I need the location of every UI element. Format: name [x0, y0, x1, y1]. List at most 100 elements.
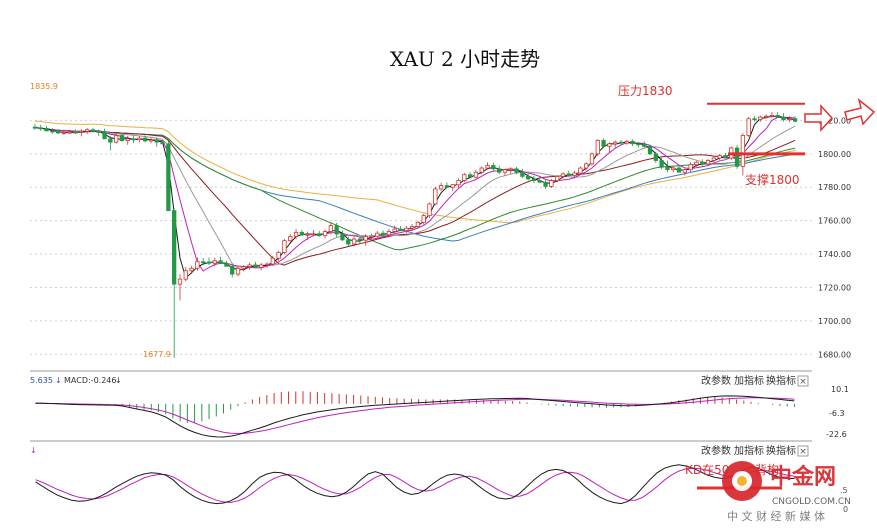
candle-body: [746, 118, 751, 136]
candle-body: [119, 135, 125, 142]
candle-body: [613, 141, 618, 145]
watermark-logo-center: [737, 476, 747, 486]
y-tick-label: 1800.00: [818, 150, 851, 159]
candle-body: [462, 174, 467, 181]
macd-close-icon: ×: [799, 377, 807, 387]
moving-average-lines: [34, 115, 796, 279]
candle-body: [380, 232, 386, 236]
candle-body: [653, 153, 658, 161]
candle-body: [154, 139, 159, 143]
watermark-brand: 中金网: [770, 464, 836, 490]
candle-body: [607, 143, 612, 147]
candle-body: [642, 144, 647, 147]
candle-body: [630, 140, 635, 145]
candle-body: [502, 169, 508, 173]
kd-switch-indicator-button[interactable]: 换指标: [766, 444, 796, 457]
grid-lines: [30, 119, 812, 355]
arrow-right-icon: [804, 104, 834, 132]
candle-body: [792, 118, 798, 122]
candle-body: [647, 145, 653, 155]
macd-indicator-text: MACD:-0.246: [64, 376, 116, 385]
candle-body: [763, 115, 769, 118]
candle-body: [578, 167, 583, 174]
macd-edit-params-button[interactable]: 改参数: [701, 374, 731, 387]
candle-body: [148, 139, 154, 142]
candle-body: [357, 238, 363, 241]
candle-body: [253, 264, 258, 268]
candle-body: [584, 163, 589, 169]
candle-body: [555, 175, 560, 181]
candle-body: [67, 131, 72, 134]
candle-body: [543, 181, 548, 187]
candle-body: [270, 257, 275, 265]
candle-body: [102, 131, 107, 140]
macd-dea-line: [35, 397, 795, 435]
macd-close-button[interactable]: [797, 375, 809, 387]
ma-line-green: [34, 127, 796, 251]
candle-body: [137, 137, 142, 141]
candle-body: [346, 239, 351, 245]
candle-body: [427, 203, 432, 217]
candle-body: [282, 240, 287, 253]
y-tick-label: 1680.00: [818, 350, 851, 359]
y-tick-label: 1820.00: [818, 116, 851, 125]
kd-arrow: ↓: [30, 446, 37, 455]
candle-body: [734, 147, 740, 167]
candle-body: [79, 131, 84, 133]
candle-body: [276, 251, 281, 259]
candle-body: [125, 138, 130, 142]
price-levels: [707, 102, 805, 156]
candle-body: [740, 135, 746, 167]
candle-body: [537, 180, 542, 183]
candle-body: [322, 231, 328, 237]
candle-body: [131, 138, 136, 141]
candle-body: [177, 278, 183, 285]
candle-body: [479, 167, 484, 173]
candle-body: [61, 132, 67, 134]
candle-body: [392, 228, 397, 232]
candle-body: [96, 131, 101, 133]
kd-edit-params-button[interactable]: 改参数: [701, 444, 731, 457]
candle-body: [752, 118, 757, 121]
candle-body: [438, 185, 444, 190]
candle-body: [717, 155, 722, 159]
candle-body: [711, 157, 716, 161]
ma-line-magenta: [34, 116, 796, 272]
candle-body: [566, 173, 571, 176]
macd-plot: [35, 391, 795, 438]
candle-body: [700, 161, 705, 165]
candle-body: [386, 231, 392, 236]
candle-body: [84, 129, 90, 132]
macd-switch-indicator-button[interactable]: 换指标: [766, 374, 796, 387]
kd-annotation-right: 背构: [755, 462, 779, 477]
candle-body: [369, 235, 374, 238]
watermark-domain: CNGOLD.COM.CN: [772, 497, 851, 507]
low-price-marker: 1677.9: [143, 350, 171, 359]
candle-body: [90, 129, 96, 132]
candle-body: [671, 167, 676, 171]
candle-body: [497, 168, 502, 173]
candle-body: [485, 165, 490, 169]
macd-add-indicator-button[interactable]: 加指标: [734, 374, 764, 387]
candle-body: [398, 228, 403, 232]
candle-body: [166, 143, 171, 212]
kd-add-indicator-button[interactable]: 加指标: [734, 444, 764, 457]
candle-body: [491, 165, 496, 170]
candle-body: [44, 128, 49, 132]
candle-body: [224, 263, 229, 267]
candle-body: [218, 260, 223, 264]
candle-body: [195, 261, 200, 269]
kd-close-button[interactable]: [797, 445, 809, 457]
candle-body: [334, 225, 339, 235]
candle-body: [201, 261, 206, 264]
candle-body: [421, 215, 426, 223]
candle-body: [311, 233, 316, 236]
candle-body: [189, 267, 194, 272]
candle-body: [351, 238, 357, 245]
candle-body: [241, 266, 246, 269]
candle-body: [467, 174, 473, 178]
candle-body: [572, 172, 577, 176]
candle-body: [172, 210, 177, 285]
candle-body: [340, 233, 345, 241]
